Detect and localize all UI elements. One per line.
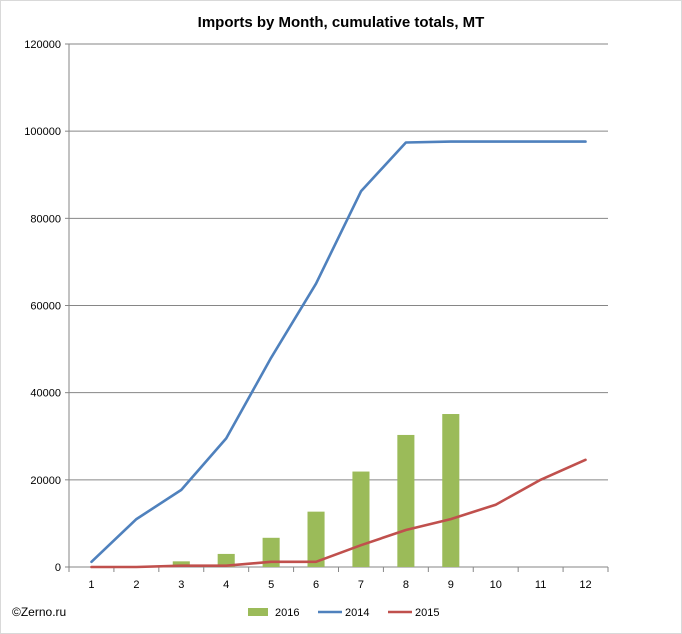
bar-2016-3 [172,561,190,567]
x-tick-label: 1 [88,579,94,591]
legend-label-2015: 2015 [415,607,439,619]
x-tick-label: 7 [358,579,364,591]
y-tick-label: 60000 [30,301,61,313]
x-tick-label: 8 [403,579,409,591]
legend-swatch-2016 [248,608,268,616]
x-tick-labels: 1 2 3 4 5 6 7 8 9 10 11 12 [88,579,591,591]
y-tick-label: 80000 [30,213,61,225]
bar-series [172,414,460,567]
y-tick-label: 20000 [30,475,61,487]
x-tick-label: 5 [268,579,274,591]
x-tick-label: 2 [133,579,139,591]
y-tick-label: 120000 [24,39,61,51]
x-tick-label: 4 [223,579,229,591]
bar-2016-9 [442,414,460,567]
bar-2016-5 [262,537,280,567]
x-tick-label: 10 [490,579,502,591]
y-tick-label: 40000 [30,388,61,400]
line-series [90,140,587,569]
bar-2016-8 [397,434,415,567]
copyright-text: ©Zerno.ru [12,605,67,619]
line-series-2015 [90,458,587,569]
x-tick-label: 12 [579,579,591,591]
line-series-2014 [90,140,587,564]
x-tick-label: 9 [448,579,454,591]
x-tick-label: 6 [313,579,319,591]
axes [65,43,609,572]
gridlines [69,43,608,481]
y-tick-label: 0 [55,562,61,574]
legend-label-2014: 2014 [345,607,369,619]
legend-label-2016: 2016 [275,607,299,619]
chart-title: Imports by Month, cumulative totals, MT [197,14,485,31]
x-tick-label: 3 [178,579,184,591]
y-tick-labels: 0 20000 40000 60000 80000 100000 120000 [24,39,61,574]
x-tick-label: 11 [535,579,546,591]
bar-2016-4 [217,553,235,567]
legend: 2016 2014 2015 [248,607,439,619]
bar-2016-6 [307,511,325,567]
y-tick-label: 100000 [24,126,61,138]
bar-2016-7 [352,471,370,567]
